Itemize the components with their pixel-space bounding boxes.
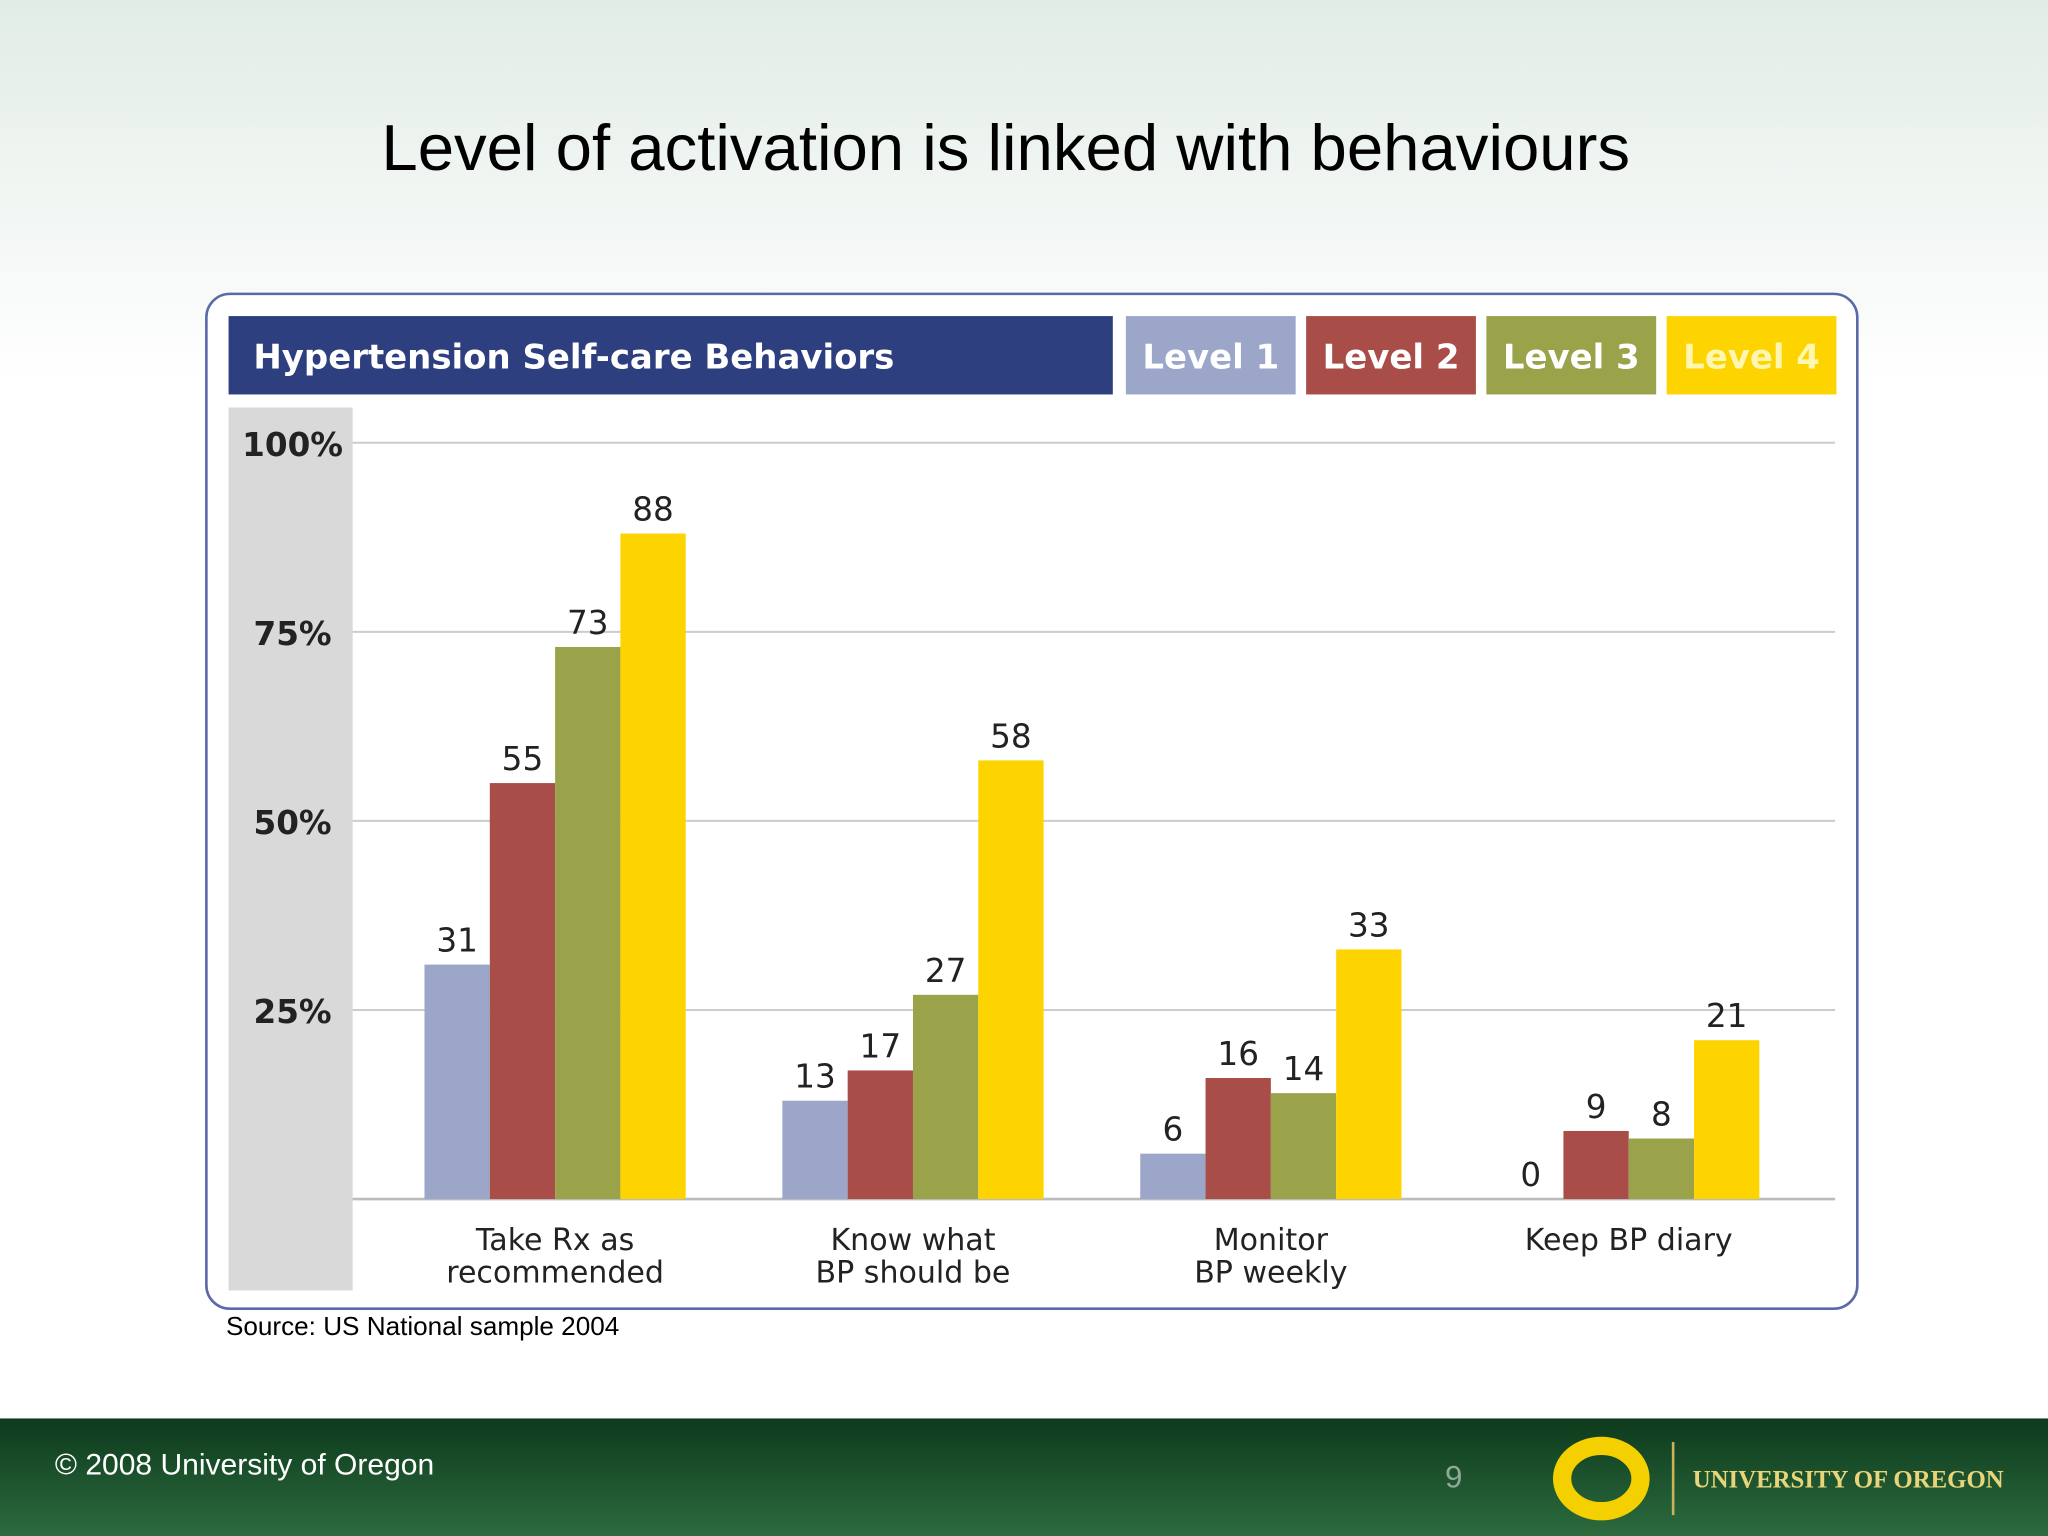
bar: [1563, 1130, 1629, 1200]
legend-label: Level 2: [1323, 337, 1460, 377]
bar: [555, 646, 621, 1200]
legend-swatch: [1666, 316, 1837, 395]
bar: [1270, 1093, 1337, 1200]
legend-label: Level 1: [1142, 337, 1279, 377]
bar: [620, 533, 686, 1200]
x-tick-label: Know what BP should be: [816, 1223, 1011, 1291]
legend-label: Level 3: [1503, 337, 1640, 377]
bar: [424, 964, 490, 1200]
source-note: Source: US National sample 2004: [226, 1311, 619, 1341]
value-label: 27: [925, 952, 967, 990]
y-tick-label: 75%: [254, 615, 332, 653]
value-label: 17: [860, 1027, 902, 1065]
legend-swatch: [1125, 316, 1296, 395]
value-label: 6: [1163, 1111, 1184, 1149]
value-label: 58: [990, 717, 1032, 755]
axis-panel: [228, 407, 353, 1291]
legend-swatch: [1486, 316, 1657, 395]
y-tick-label: 25%: [254, 993, 332, 1031]
value-label: 8: [1651, 1095, 1672, 1133]
y-tick-label: 50%: [254, 804, 332, 842]
x-tick-label: Monitor BP weekly: [1194, 1223, 1347, 1291]
chart-title: Hypertension Self-care Behaviors: [253, 337, 894, 377]
value-label: 14: [1283, 1050, 1325, 1088]
bar: [782, 1100, 848, 1200]
logo-text: UNIVERSITY OF OREGON: [1693, 1467, 2004, 1494]
bar: [1205, 1078, 1271, 1200]
bar: [1694, 1040, 1760, 1200]
chart-header: [228, 316, 1113, 395]
bar: [1140, 1153, 1206, 1200]
logo-mark: [1552, 1436, 1650, 1521]
bar: [978, 760, 1044, 1200]
value-label: 13: [794, 1058, 836, 1096]
x-tick-label: Keep BP diary: [1525, 1223, 1733, 1258]
value-label: 88: [632, 490, 674, 528]
legend-label: Level 4: [1683, 337, 1820, 377]
bar: [1336, 949, 1402, 1200]
slide-title: Level of activation is linked with behav…: [381, 111, 1630, 184]
footer-bar: [0, 1418, 2048, 1536]
value-label: 55: [502, 740, 544, 778]
value-label: 0: [1520, 1156, 1541, 1194]
x-tick-label: Take Rx as recommended: [446, 1223, 664, 1291]
page-number: 9: [1445, 1460, 1462, 1495]
bar: [489, 783, 556, 1200]
value-label: 9: [1586, 1088, 1607, 1126]
bar: [847, 1070, 913, 1200]
y-tick-label: 100%: [242, 426, 343, 464]
value-label: 73: [567, 604, 609, 642]
bar: [912, 994, 979, 1200]
value-label: 21: [1706, 997, 1748, 1035]
value-label: 16: [1217, 1035, 1259, 1073]
bar: [1628, 1138, 1695, 1200]
value-label: 31: [436, 922, 478, 960]
legend-swatch: [1306, 316, 1476, 395]
value-label: 33: [1348, 906, 1390, 944]
footer-text: © 2008 University of Oregon: [55, 1449, 434, 1482]
